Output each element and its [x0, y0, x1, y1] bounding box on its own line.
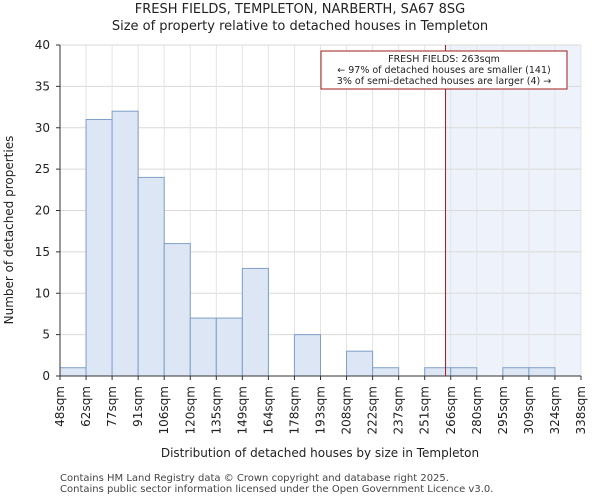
histogram-bar [346, 350, 374, 377]
x-tick-label: 178sqm [287, 386, 301, 434]
histogram-bar [293, 334, 322, 377]
annotation-line-2: ← 97% of detached houses are smaller (14… [337, 65, 550, 76]
x-tick-label: 149sqm [235, 386, 249, 434]
y-tick-label: 25 [35, 162, 50, 176]
histogram-bar [450, 367, 478, 377]
y-axis-label: Number of detached properties [2, 136, 16, 325]
x-tick-label: 106sqm [157, 386, 171, 434]
x-tick-label: 266sqm [444, 386, 458, 434]
histogram-bar [85, 118, 113, 377]
footer-licence: Contains public sector information licen… [60, 484, 494, 495]
histogram-bar [502, 367, 530, 377]
histogram-bar [528, 367, 556, 377]
x-tick-label: 135sqm [209, 386, 223, 434]
x-tick-label: 77sqm [105, 386, 119, 427]
x-tick-label: 237sqm [392, 386, 406, 434]
annotation-line-3: 3% of semi-detached houses are larger (4… [337, 76, 551, 87]
x-axis-label: Distribution of detached houses by size … [161, 446, 479, 460]
histogram-bar [163, 243, 191, 377]
x-tick-label: 208sqm [340, 386, 354, 434]
histogram-bar [372, 367, 400, 377]
x-tick-label: 324sqm [548, 386, 562, 434]
x-tick-label: 251sqm [418, 386, 432, 434]
y-tick-label: 30 [35, 121, 50, 135]
y-tick-label: 10 [35, 286, 50, 300]
histogram-chart: 0 5 10 15 20 25 30 35 40 Number of detached prop… [2, 38, 588, 460]
x-tick-label: 120sqm [183, 386, 197, 434]
chart-subtitle: Size of property relative to detached ho… [111, 19, 489, 34]
histogram-bar [189, 317, 217, 377]
x-tick-label: 222sqm [366, 386, 380, 434]
y-tick-label: 5 [42, 328, 50, 342]
footer-copyright: Contains HM Land Registry data © Crown c… [60, 473, 449, 484]
x-tick-label: 48sqm [53, 386, 67, 427]
histogram-bar [111, 110, 139, 377]
y-tick-label: 0 [42, 369, 50, 383]
x-tick-label: 280sqm [470, 386, 484, 434]
histogram-bar [137, 176, 165, 377]
x-tick-label: 309sqm [522, 386, 536, 434]
x-tick-label: 62sqm [79, 386, 93, 427]
histogram-bar [59, 367, 87, 377]
y-tick-label: 35 [35, 79, 50, 93]
annotation-box [320, 50, 568, 90]
chart-title: FRESH FIELDS, TEMPLETON, NARBERTH, SA67 … [134, 2, 466, 17]
x-tick-label: 164sqm [261, 386, 275, 434]
y-tick-label: 20 [35, 204, 50, 218]
histogram-bar [424, 367, 452, 377]
x-tick-label: 91sqm [131, 386, 145, 427]
y-tick-label: 40 [35, 38, 50, 52]
x-tick-label: 295sqm [496, 386, 510, 434]
x-tick-label: 338sqm [574, 386, 588, 434]
histogram-bar [241, 267, 269, 377]
annotation-line-1: FRESH FIELDS: 263sqm [388, 54, 500, 65]
y-tick-label: 15 [35, 245, 50, 259]
x-tick-label: 193sqm [314, 386, 328, 434]
histogram-bar [215, 317, 243, 377]
